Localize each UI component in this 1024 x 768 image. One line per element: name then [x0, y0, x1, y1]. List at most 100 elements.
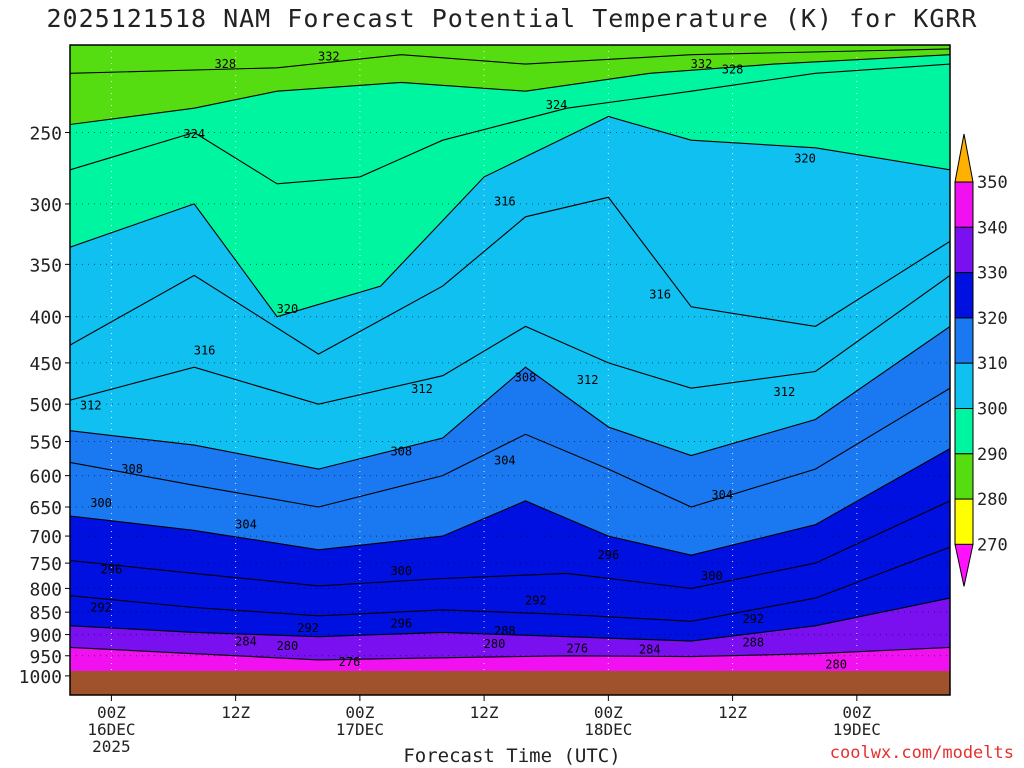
x-tick-label: 00Z — [97, 703, 126, 722]
contour-label: 292 — [742, 612, 764, 626]
contour-label: 316 — [494, 194, 516, 208]
contour-label: 292 — [297, 621, 319, 635]
colorbar-band-310 — [954, 362, 974, 410]
y-tick-label: 900 — [29, 626, 62, 647]
contour-label: 284 — [639, 643, 661, 657]
y-tick-label: 350 — [29, 255, 62, 276]
y-tick-label: 1000 — [19, 667, 62, 688]
colorbar-band-340 — [954, 498, 974, 545]
colorbar-under-arrow — [954, 543, 974, 587]
x-tick-label: 17DEC — [336, 720, 384, 739]
x-tick-label: 18DEC — [584, 720, 632, 739]
x-tick-label: 00Z — [842, 703, 871, 722]
x-tick-label: 00Z — [594, 703, 623, 722]
colorbar-band-300 — [954, 317, 974, 364]
isotherm-300 — [70, 448, 950, 556]
contour-label: 280 — [484, 637, 506, 651]
fill-region-312 — [70, 197, 950, 405]
isotherm-312 — [70, 274, 950, 405]
contour-label: 304 — [235, 518, 257, 532]
colorbar-label: 270 — [977, 535, 1008, 555]
fill-region-324 — [70, 54, 950, 184]
fill-region-308 — [70, 275, 950, 470]
colorbar-label: 330 — [977, 264, 1008, 284]
plot-frame — [69, 44, 951, 696]
colorbar: 350 340 330 320 310 300 290 280 270 — [954, 133, 1008, 587]
contour-label: 324 — [546, 98, 568, 112]
y-axis: 2503003504004505005506006507007508008509… — [19, 123, 70, 688]
contour-layer — [70, 48, 950, 661]
colorbar-band-320 — [954, 408, 974, 455]
colorbar-label: 320 — [977, 309, 1008, 329]
x-tick-label: 12Z — [718, 703, 747, 722]
contour-label: 328 — [722, 63, 744, 77]
x-axis-label: Forecast Time (UTC) — [403, 745, 621, 767]
colorbar-label: 310 — [977, 354, 1008, 374]
x-tick-label: 19DEC — [833, 720, 881, 739]
contour-label: 332 — [691, 57, 713, 71]
isotherm-296 — [70, 500, 950, 589]
y-tick-label: 700 — [29, 527, 62, 548]
contour-label: 312 — [411, 382, 433, 396]
x-tick-label: 12Z — [221, 703, 250, 722]
credit-link[interactable]: coolwx.com/modelts — [829, 743, 1014, 763]
contour-label: 288 — [494, 624, 516, 638]
colorbar-band-270 — [954, 181, 974, 228]
colorbar-over-arrow — [954, 133, 974, 183]
contour-label: 304 — [711, 488, 733, 502]
fill-region-320 — [70, 64, 950, 317]
y-tick-label: 800 — [29, 579, 62, 600]
colorbar-label: 350 — [977, 173, 1008, 193]
fill-region-304 — [70, 326, 950, 507]
contour-label: 316 — [194, 343, 216, 357]
isotherm-308 — [70, 325, 950, 470]
fill-region-292 — [70, 500, 950, 622]
y-tick-label: 500 — [29, 395, 62, 416]
ground-surface — [70, 671, 950, 695]
isotherm-328 — [70, 54, 950, 126]
contour-label-layer: 328 332 332 328 324 324 320 316 320 316 316 312 308 3… — [80, 50, 847, 672]
x-tick-label: 00Z — [345, 703, 374, 722]
contour-label: 296 — [101, 562, 123, 576]
y-tick-label: 600 — [29, 467, 62, 488]
contour-label: 284 — [235, 634, 257, 648]
colorbar-band-330 — [954, 453, 974, 500]
fill-region-280 — [70, 598, 950, 660]
contour-label: 300 — [90, 496, 112, 510]
contour-label: 300 — [390, 564, 412, 578]
x-tick-label: 16DEC — [87, 720, 135, 739]
isotherm-292 — [70, 546, 950, 622]
contour-label: 312 — [80, 399, 102, 413]
contour-label: 292 — [90, 601, 112, 615]
contour-label: 304 — [494, 453, 516, 467]
isotherm-324 — [70, 63, 950, 185]
y-tick-label: 550 — [29, 433, 62, 454]
y-tick-label: 750 — [29, 554, 62, 575]
contour-label: 292 — [525, 593, 547, 607]
contour-label: 280 — [825, 658, 847, 672]
contour-label: 328 — [214, 57, 236, 71]
contour-label: 276 — [339, 655, 361, 669]
fill-region-300 — [70, 388, 950, 556]
colorbar-label: 280 — [977, 490, 1008, 510]
x-tick-label: 12Z — [470, 703, 499, 722]
colorbar-band-290 — [954, 272, 974, 319]
grid-layer — [70, 45, 950, 695]
contour-label: 308 — [390, 444, 412, 458]
y-tick-label: 250 — [29, 123, 62, 144]
theta-fill-layer — [70, 45, 950, 695]
isotherm-320 — [70, 115, 950, 318]
y-tick-label: 850 — [29, 603, 62, 624]
chart-title: 2025121518 NAM Forecast Potential Temper… — [46, 4, 978, 33]
contour-label: 320 — [277, 302, 299, 316]
isotherm-304 — [70, 387, 950, 508]
y-tick-label: 300 — [29, 195, 62, 216]
y-tick-label: 950 — [29, 647, 62, 668]
isotherm-332 — [70, 48, 950, 74]
contour-label: 296 — [390, 617, 412, 631]
y-tick-label: 450 — [29, 354, 62, 375]
y-tick-label: 400 — [29, 308, 62, 329]
contour-label: 308 — [515, 370, 537, 384]
